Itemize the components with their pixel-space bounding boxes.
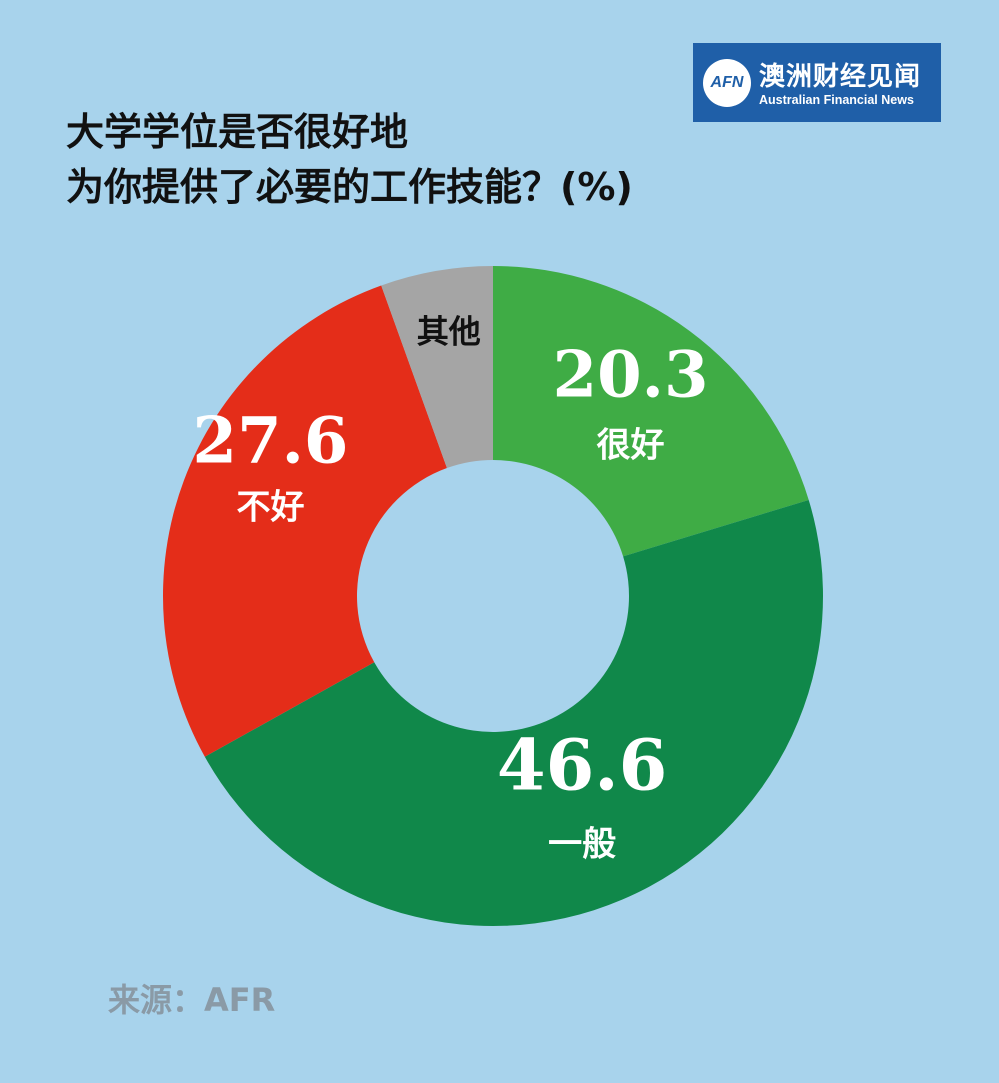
slice-category-label-0: 很好 <box>597 425 665 465</box>
brand-logo: AFN 澳洲财经见闻 Australian Financial News <box>693 43 941 122</box>
chart-title: 大学学位是否很好地 为你提供了必要的工作技能？(%) <box>66 105 633 215</box>
afn-logo-icon: AFN <box>703 59 751 107</box>
slice-value-label-1: 46.6 <box>497 724 668 807</box>
chart-title-line2: 为你提供了必要的工作技能？(%) <box>66 165 633 209</box>
slice-category-label-2: 不好 <box>236 488 304 528</box>
donut-labels: 20.3 很好 46.6 一般 27.6 不好 其他 <box>193 312 709 864</box>
brand-name-en: Australian Financial News <box>759 93 914 107</box>
slice-value-label-2: 27.6 <box>193 404 349 479</box>
donut-slice-3 <box>381 266 493 469</box>
donut-slice-0 <box>493 266 809 557</box>
slice-category-label-1: 一般 <box>548 825 616 865</box>
source-note: 来源：AFR <box>108 981 276 1019</box>
brand-name-cn: 澳洲财经见闻 <box>759 62 922 92</box>
slice-category-label-3: 其他 <box>417 312 481 350</box>
slice-value-label-0: 20.3 <box>553 337 709 412</box>
donut-slices <box>163 266 824 926</box>
donut-slice-2 <box>163 285 447 757</box>
donut-slice-1 <box>204 499 824 926</box>
chart-title-line1: 大学学位是否很好地 <box>66 110 409 154</box>
